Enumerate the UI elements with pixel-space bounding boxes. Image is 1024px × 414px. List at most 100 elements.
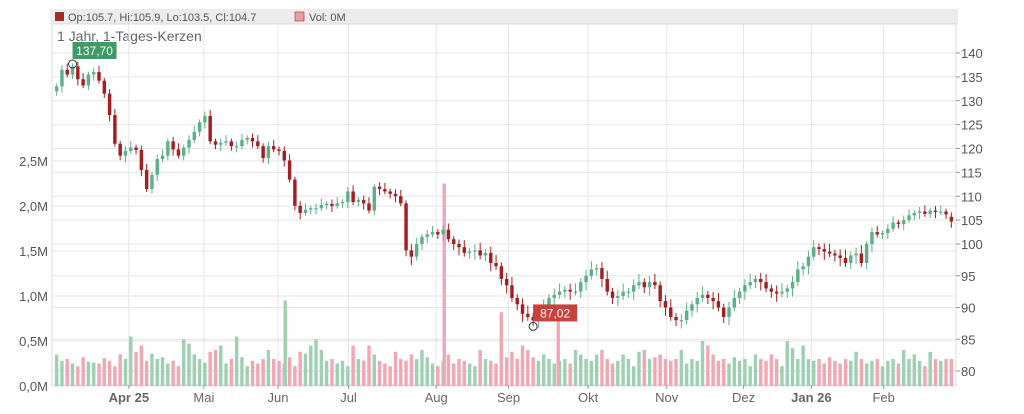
candle-body [737, 291, 742, 298]
candle-body [780, 291, 784, 294]
volume-bar [60, 360, 64, 386]
month-tick-label: Jan 26 [791, 390, 831, 405]
month-tick-label: Jun [268, 390, 289, 405]
min-label: 87,02 [540, 306, 570, 320]
volume-bar [139, 345, 144, 386]
candle-body [330, 203, 334, 206]
candle-body [335, 203, 339, 206]
candle-body [552, 294, 557, 298]
candle-body [605, 278, 609, 292]
volume-bar [314, 339, 318, 386]
volume-bar [849, 360, 853, 386]
volume-bar [790, 348, 795, 386]
candle-body [293, 179, 297, 206]
volume-bar [891, 359, 895, 386]
volume-bar [144, 360, 149, 386]
max-marker [68, 59, 78, 69]
candle-body [759, 278, 763, 283]
month-tick-label: Aug [425, 390, 448, 405]
candle-body [515, 297, 519, 305]
candle-body [642, 282, 647, 288]
candle-body [351, 191, 355, 202]
candle-body [70, 66, 75, 75]
volume-bar [467, 363, 472, 386]
volume-bar [711, 354, 715, 386]
volume-bar [653, 357, 657, 386]
volume-bar [817, 359, 821, 386]
chart-title: 1 Jahr, 1-Tages-Kerzen [57, 28, 202, 44]
candle-body [367, 203, 371, 211]
volume-bar [886, 360, 890, 386]
volume-bar [351, 345, 355, 386]
candle-body [123, 150, 128, 156]
volume-bar [372, 354, 377, 386]
volume-bar [563, 359, 567, 386]
volume-tick-label: 2,0M [19, 199, 48, 214]
candle-body [510, 285, 514, 298]
candle-body [81, 79, 85, 86]
month-tick-label: Okt [578, 390, 599, 405]
volume-bar [54, 354, 59, 386]
volume-bar [833, 360, 837, 386]
candle-body [197, 122, 202, 132]
volume-bar [462, 360, 467, 386]
candle-body [663, 301, 668, 308]
volume-bar [118, 354, 122, 386]
volume-bar [160, 357, 165, 386]
candle-body [849, 255, 853, 264]
candle-body [674, 317, 678, 321]
candle-body [886, 228, 890, 234]
volume-bar [134, 351, 138, 386]
candle-body [54, 86, 59, 92]
candle-body [716, 301, 721, 308]
candle-body [547, 297, 551, 308]
volume-bar [674, 359, 678, 386]
volume-bar [753, 354, 758, 386]
candle-body [430, 232, 435, 235]
candle-body [880, 233, 885, 235]
candle-body [144, 169, 149, 190]
volume-bar [176, 366, 181, 386]
candle-body [684, 310, 689, 321]
volume-bar [690, 359, 694, 386]
candle-body [388, 191, 392, 194]
candle-body [647, 282, 652, 288]
volume-bar [552, 363, 557, 386]
volume-bar [944, 359, 948, 386]
volume-bar [420, 350, 424, 386]
candle-body [939, 211, 943, 213]
candle-body [404, 203, 408, 251]
candle-body [690, 304, 694, 311]
month-tick-label: Nov [655, 390, 679, 405]
candle-body [838, 255, 842, 258]
candle-body [414, 244, 419, 257]
candle-body [806, 256, 811, 267]
volume-bar [298, 351, 302, 386]
volume-bar [436, 366, 440, 386]
candle-body [102, 80, 107, 94]
candle-body [118, 143, 122, 156]
volume-bar [526, 350, 530, 386]
volume-bar [870, 360, 874, 386]
vol-swatch [294, 11, 305, 22]
volume-bar [340, 360, 345, 386]
volume-bar [81, 357, 85, 386]
candle-body [234, 146, 239, 148]
candle-body [181, 147, 186, 156]
volume-tick-label: 0,5M [19, 334, 48, 349]
volume-spike-bar [283, 300, 287, 386]
volume-bar [939, 360, 943, 386]
volume-bar [764, 360, 768, 386]
ohlc-text: Op:105.7, Hi:105.9, Lo:103.5, Cl:104.7 [68, 12, 256, 24]
candle-body [769, 288, 774, 292]
volume-bar [256, 363, 260, 386]
vol-text: Vol: 0M [309, 12, 346, 24]
volume-bar [896, 363, 901, 386]
price-tick-label: 115 [961, 165, 982, 180]
candle-body [420, 236, 424, 244]
volume-bar [245, 366, 249, 386]
candle-body [139, 149, 144, 170]
volume-bar [584, 359, 588, 386]
volume-bar [536, 360, 541, 386]
candle-body [928, 210, 932, 214]
